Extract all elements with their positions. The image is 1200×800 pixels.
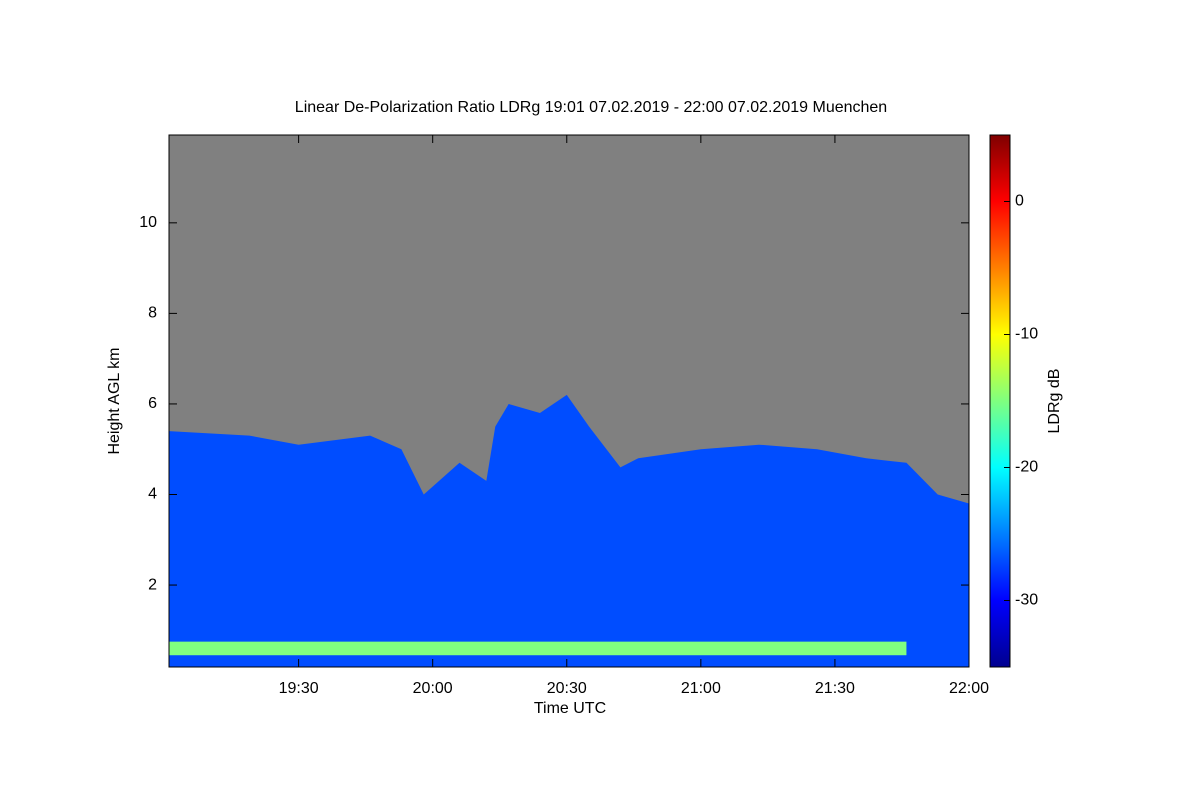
x-tick-label: 19:30: [279, 680, 319, 697]
chart-title: Linear De-Polarization Ratio LDRg 19:01 …: [295, 99, 887, 116]
y-tick-label: 10: [139, 214, 157, 231]
x-tick-label: 20:30: [547, 680, 587, 697]
colorbar: [989, 134, 1011, 668]
y-tick-label: 4: [148, 486, 157, 503]
colorbar-label: LDRg dB: [1046, 369, 1063, 434]
colorbar-tick-label: 0: [1015, 193, 1024, 210]
y-tick-label: 6: [148, 395, 157, 412]
cloud-region: [169, 394, 969, 667]
y-tick-label: 8: [148, 305, 157, 322]
x-axis-label: Time UTC: [534, 700, 606, 717]
x-tick-label: 21:30: [815, 680, 855, 697]
colorbar-tick-label: -20: [1015, 459, 1038, 476]
colorbar-tick-label: -10: [1015, 326, 1038, 343]
y-tick-label: 2: [148, 576, 157, 593]
x-tick-label: 21:00: [681, 680, 721, 697]
x-tick-label: 20:00: [413, 680, 453, 697]
colorbar-tick-label: -30: [1015, 592, 1038, 609]
plot-frame: [168, 134, 970, 668]
y-axis-label: Height AGL km: [106, 347, 123, 454]
surface-layer: [169, 641, 907, 656]
x-tick-label: 22:00: [949, 680, 989, 697]
